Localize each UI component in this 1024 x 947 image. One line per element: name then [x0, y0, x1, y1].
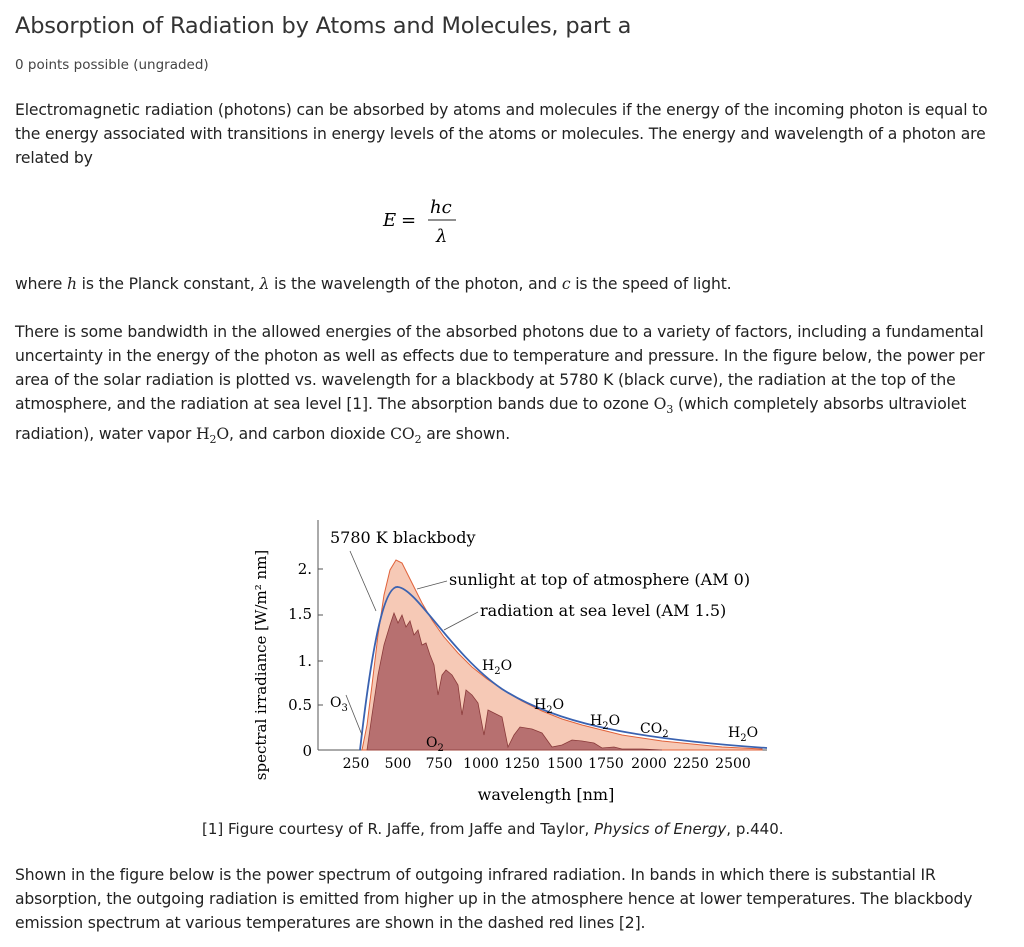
- x-tick: 2250: [673, 756, 709, 772]
- points-possible: 0 points possible (ungraded): [15, 57, 209, 73]
- x-tick: 2500: [715, 756, 751, 772]
- energy-equation: E = hc λ: [15, 196, 915, 256]
- x-tick: 1750: [588, 756, 624, 772]
- svg-text:E: E: [382, 210, 396, 231]
- equation-svg: E = hc λ: [382, 197, 456, 247]
- page-title: Absorption of Radiation by Atoms and Mol…: [15, 13, 632, 39]
- svg-text:=: =: [401, 210, 416, 231]
- x-tick: 2000: [631, 756, 667, 772]
- x-tick: 1500: [547, 756, 583, 772]
- intro-paragraph: Electromagnetic radiation (photons) can …: [15, 101, 988, 167]
- band-co2: CO2: [640, 721, 669, 740]
- figure-caption: [1] Figure courtesy of R. Jaffe, from Ja…: [202, 820, 784, 838]
- band-h2o: H2O: [534, 697, 564, 716]
- x-tick: 500: [385, 756, 412, 772]
- y-tick: 0.5: [288, 696, 312, 714]
- band-h2o: H2O: [482, 658, 512, 677]
- svg-text:λ: λ: [435, 226, 447, 247]
- outgoing-paragraph: Shown in the figure below is the power s…: [15, 866, 973, 932]
- where-line: where h is the Planck constant, λ is the…: [15, 275, 732, 293]
- x-tick: 1000: [463, 756, 499, 772]
- x-axis-label: wavelength [nm]: [478, 785, 615, 804]
- am0-label: sunlight at top of atmosphere (AM 0): [449, 570, 750, 589]
- bandwidth-paragraph: There is some bandwidth in the allowed e…: [15, 323, 985, 447]
- blackbody-curve: [359, 586, 768, 751]
- band-h2o: H2O: [590, 713, 620, 732]
- am15-area: [366, 611, 663, 751]
- x-tick: 1250: [504, 756, 540, 772]
- y-tick: 0: [302, 742, 312, 760]
- blackbody-label: 5780 K blackbody: [330, 528, 476, 547]
- y-tick: 1.5: [288, 605, 312, 623]
- svg-text:hc: hc: [430, 197, 452, 218]
- band-o3: O3: [330, 695, 348, 714]
- band-h2o: H2O: [728, 725, 758, 744]
- x-tick: 750: [426, 756, 453, 772]
- am15-label: radiation at sea level (AM 1.5): [480, 601, 726, 620]
- y-axis-label: spectral irradiance [W/m² nm]: [252, 550, 270, 780]
- y-tick: 2.: [298, 560, 312, 578]
- spectrum-svg: spectral irradiance [W/m² nm] 2. 1.5 1. …: [252, 520, 768, 804]
- y-tick: 1.: [298, 652, 312, 670]
- solar-spectrum-figure: spectral irradiance [W/m² nm] 2. 1.5 1. …: [222, 485, 810, 815]
- x-tick: 250: [343, 756, 370, 772]
